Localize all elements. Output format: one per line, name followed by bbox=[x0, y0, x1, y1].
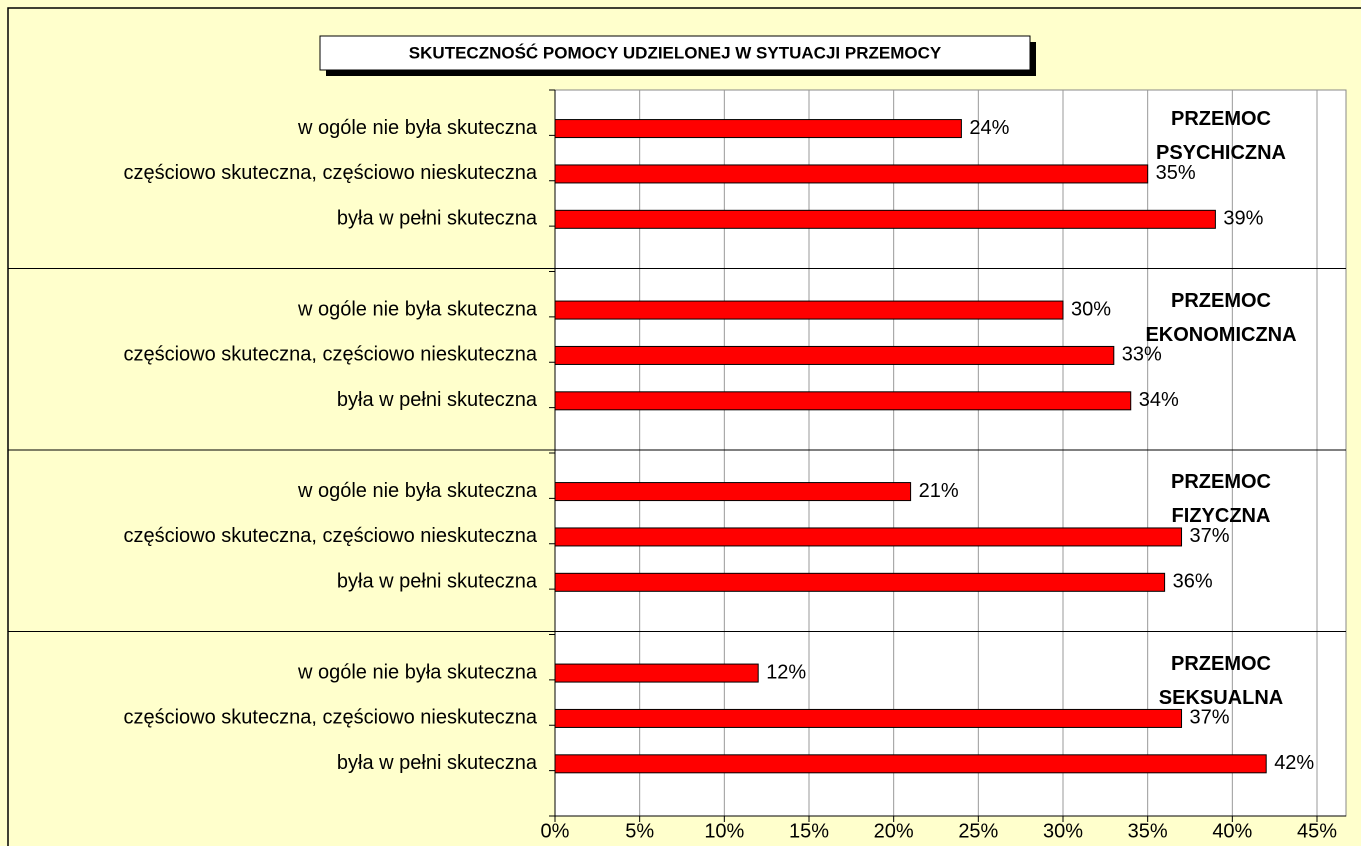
bar bbox=[554, 572, 1166, 592]
group-label: PRZEMOC SEKSUALNA bbox=[1158, 652, 1284, 709]
x-tick-label: 15% bbox=[789, 820, 829, 842]
category-label: częściowo skuteczna, częściowo nieskutec… bbox=[123, 707, 537, 729]
value-label: 35% bbox=[1156, 162, 1196, 184]
category-label: częściowo skuteczna, częściowo nieskutec… bbox=[123, 162, 537, 184]
category-label: była w pełni skuteczna bbox=[337, 208, 538, 230]
value-label: 30% bbox=[1071, 298, 1111, 320]
category-label: w ogóle nie była skuteczna bbox=[297, 480, 538, 502]
group-label: PRZEMOC PSYCHICZNA bbox=[1155, 108, 1286, 164]
x-tick-label: 30% bbox=[1043, 820, 1083, 842]
group-label: PRZEMOC EKONOMICZNA bbox=[1145, 289, 1297, 346]
x-tick-label: 25% bbox=[958, 820, 998, 842]
category-label: w ogóle nie była skuteczna bbox=[297, 298, 538, 320]
value-label: 36% bbox=[1173, 571, 1213, 593]
bar bbox=[554, 391, 1132, 411]
bar bbox=[554, 663, 759, 683]
bar bbox=[554, 754, 1267, 774]
bar bbox=[554, 345, 1115, 365]
value-label: 37% bbox=[1190, 525, 1230, 547]
bar bbox=[554, 119, 962, 139]
x-tick-label: 10% bbox=[704, 820, 744, 842]
value-label: 39% bbox=[1223, 208, 1263, 230]
bar bbox=[554, 300, 1064, 320]
x-tick-label: 40% bbox=[1212, 820, 1252, 842]
category-label: w ogóle nie była skuteczna bbox=[297, 661, 538, 683]
bar bbox=[554, 164, 1149, 184]
bar bbox=[554, 482, 912, 502]
value-label: 21% bbox=[919, 480, 959, 502]
x-tick-label: 5% bbox=[625, 820, 654, 842]
value-label: 12% bbox=[766, 661, 806, 683]
bar bbox=[554, 708, 1183, 728]
chart-title: SKUTECZNOŚĆ POMOCY UDZIELONEJ W SYTUACJI… bbox=[409, 43, 942, 62]
category-label: była w pełni skuteczna bbox=[337, 752, 538, 774]
value-label: 33% bbox=[1122, 344, 1162, 366]
bar bbox=[554, 527, 1183, 547]
x-tick-label: 20% bbox=[874, 820, 914, 842]
category-label: częściowo skuteczna, częściowo nieskutec… bbox=[123, 525, 537, 547]
category-label: była w pełni skuteczna bbox=[337, 571, 538, 593]
title-box bbox=[319, 35, 1031, 71]
chart-border bbox=[7, 7, 1361, 846]
value-label: 37% bbox=[1190, 707, 1230, 729]
value-label: 24% bbox=[969, 117, 1009, 139]
value-label: 42% bbox=[1274, 752, 1314, 774]
group-label: PRZEMOC FIZYCZNA bbox=[1171, 471, 1271, 527]
category-label: w ogóle nie była skuteczna bbox=[297, 117, 538, 139]
category-label: była w pełni skuteczna bbox=[337, 389, 538, 411]
x-tick-label: 45% bbox=[1297, 820, 1337, 842]
bar bbox=[554, 209, 1216, 229]
x-tick-label: 35% bbox=[1128, 820, 1168, 842]
category-label: częściowo skuteczna, częściowo nieskutec… bbox=[123, 344, 537, 366]
value-label: 34% bbox=[1139, 389, 1179, 411]
x-tick-label: 0% bbox=[541, 820, 570, 842]
